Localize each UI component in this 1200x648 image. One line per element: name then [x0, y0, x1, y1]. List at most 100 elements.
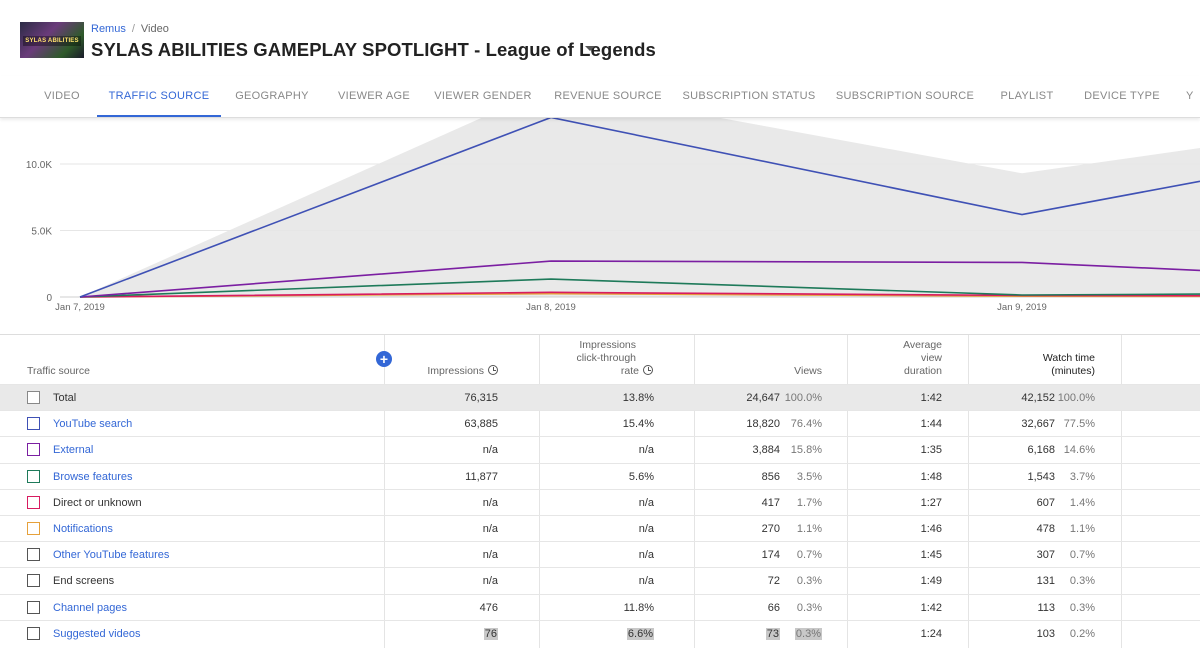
ctr-value: 6.6%	[626, 627, 654, 640]
row-checkbox[interactable]	[27, 417, 40, 431]
header-ctr-line2[interactable]: click-through	[576, 352, 636, 364]
table-row[interactable]: Other YouTube features n/a n/a 174 0.7% 1:45 3…	[0, 541, 1200, 567]
clock-icon	[643, 365, 653, 375]
header-impressions[interactable]: Impressions	[400, 365, 498, 378]
column-divider	[847, 335, 848, 648]
views-value: 417	[761, 496, 780, 509]
watch-time-value: 607	[1036, 496, 1055, 509]
header-avd-line3[interactable]: duration	[904, 365, 942, 377]
x-tick-label: Jan 9, 2019	[997, 302, 1047, 313]
clock-icon	[488, 365, 498, 375]
row-checkbox[interactable]	[27, 574, 40, 588]
row-checkbox[interactable]	[27, 443, 40, 457]
page-title: SYLAS ABILITIES GAMEPLAY SPOTLIGHT - Lea…	[91, 39, 656, 60]
watch-time-percent: 1.1%	[1069, 523, 1095, 535]
traffic-source-name[interactable]: Channel pages	[53, 601, 128, 614]
impressions-value: n/a	[482, 444, 498, 457]
traffic-source-name[interactable]: Other YouTube features	[53, 549, 170, 562]
breadcrumb-channel-link[interactable]: Remus	[91, 23, 126, 35]
table-header: Traffic source + Impressions Impressions…	[0, 335, 1200, 384]
watch-time-value: 1,543	[1027, 470, 1055, 483]
traffic-source-name[interactable]: Notifications	[53, 523, 113, 535]
impressions-value: 76	[483, 627, 498, 640]
views-percent: 0.7%	[796, 549, 822, 562]
impressions-value: n/a	[482, 575, 498, 588]
avg-view-duration-value: 1:44	[920, 418, 942, 431]
tab-viewer-gender[interactable]: VIEWER GENDER	[434, 90, 532, 102]
x-tick-label: Jan 8, 2019	[526, 302, 576, 313]
tab-viewer-age[interactable]: VIEWER AGE	[337, 90, 411, 102]
views-value: 72	[767, 575, 780, 588]
impressions-value: 63,885	[464, 418, 498, 431]
views-value: 66	[767, 601, 780, 614]
tab-traffic-source[interactable]: TRAFFIC SOURCE	[97, 76, 221, 117]
row-checkbox[interactable]	[27, 548, 40, 562]
traffic-source-name[interactable]: YouTube search	[53, 418, 133, 431]
tab-overflow[interactable]: Y	[1186, 90, 1194, 102]
tab-geography[interactable]: GEOGRAPHY	[235, 90, 309, 102]
avg-view-duration-value: 1:24	[920, 627, 942, 640]
tab-revenue-source[interactable]: REVENUE SOURCE	[554, 90, 662, 102]
header-views[interactable]: Views	[794, 365, 822, 377]
watch-time-percent: 0.3%	[1069, 575, 1095, 588]
header-ctr-line3[interactable]: rate	[550, 365, 653, 378]
table-row[interactable]: Browse features 11,877 5.6% 856 3.5% 1:48 1,54…	[0, 462, 1200, 489]
thumbnail-text: SYLAS ABILITIES	[23, 36, 81, 46]
header-traffic-source[interactable]: Traffic source	[27, 365, 91, 377]
traffic-source-name: Total	[53, 392, 77, 404]
tab-video[interactable]: VIDEO	[44, 90, 80, 102]
column-divider	[539, 335, 540, 648]
row-checkbox[interactable]	[27, 626, 40, 640]
header-avd-line1[interactable]: Average	[903, 339, 942, 351]
row-checkbox[interactable]	[27, 495, 40, 509]
row-checkbox[interactable]	[27, 600, 40, 614]
avg-view-duration-value: 1:42	[920, 601, 942, 614]
views-percent: 100.0%	[784, 392, 822, 404]
views-percent: 76.4%	[790, 418, 822, 431]
header-watch-time[interactable]: Watch time	[1042, 352, 1095, 364]
impressions-value: n/a	[482, 549, 498, 562]
table-total-row[interactable]: Total 76,315 13.8% 24,647 100.0% 1:42 42,152 10…	[0, 384, 1200, 410]
row-checkbox[interactable]	[27, 522, 40, 535]
table-row[interactable]: YouTube search 63,885 15.4% 18,820 76.4% 1:44…	[0, 410, 1200, 436]
table-row[interactable]: Notifications n/a n/a 270 1.1% 1:46 478 1.1%	[0, 515, 1200, 541]
header-ctr-label: rate	[620, 365, 639, 377]
views-percent: 15.8%	[790, 444, 822, 457]
header-ctr-line1[interactable]: Impressions	[579, 339, 636, 351]
views-value: 18,820	[746, 418, 780, 431]
title-dropdown-caret-icon[interactable]	[585, 46, 595, 51]
tab-playlist[interactable]: PLAYLIST	[1000, 90, 1054, 102]
watch-time-percent: 0.3%	[1069, 601, 1095, 614]
page-header: SYLAS ABILITIES Remus / Video SYLAS ABILIT…	[0, 0, 1200, 74]
traffic-source-table: Traffic source + Impressions Impressions…	[0, 334, 1200, 648]
views-percent: 3.5%	[796, 470, 822, 483]
header-watch-time-unit[interactable]: (minutes)	[1051, 365, 1095, 377]
tab-subscription-source[interactable]: SUBSCRIPTION SOURCE	[835, 90, 975, 102]
table-row[interactable]: External n/a n/a 3,884 15.8% 1:35 6,168 14.6%	[0, 436, 1200, 462]
table-row[interactable]: Direct or unknown n/a n/a 417 1.7% 1:27 607 1.4…	[0, 488, 1200, 515]
row-checkbox[interactable]	[27, 391, 40, 404]
ctr-value: n/a	[638, 523, 654, 535]
traffic-source-name[interactable]: External	[53, 444, 94, 457]
row-checkbox[interactable]	[27, 469, 40, 483]
traffic-source-name[interactable]: Browse features	[53, 470, 133, 483]
traffic-source-name[interactable]: Suggested videos	[53, 627, 141, 640]
video-thumbnail[interactable]: SYLAS ABILITIES	[20, 22, 84, 58]
header-avd-line2[interactable]: view	[920, 352, 942, 364]
table-row[interactable]: Channel pages 476 11.8% 66 0.3% 1:42 113 0.3%	[0, 593, 1200, 620]
breadcrumb-current: Video	[140, 23, 169, 35]
add-metric-button[interactable]: +	[376, 351, 392, 367]
ctr-value: 11.8%	[623, 601, 654, 614]
tab-device-type[interactable]: DEVICE TYPE	[1084, 90, 1160, 102]
header-impressions-label: Impressions	[427, 365, 484, 377]
traffic-source-name: Direct or unknown	[53, 496, 142, 509]
views-value: 24,647	[746, 392, 780, 404]
ctr-value: 15.4%	[622, 418, 654, 431]
tab-subscription-status[interactable]: SUBSCRIPTION STATUS	[682, 90, 816, 102]
views-percent: 1.1%	[796, 523, 822, 535]
ctr-value: n/a	[638, 496, 654, 509]
watch-time-percent: 100.0%	[1057, 392, 1095, 404]
table-row[interactable]: Suggested videos 76 6.6% 73 0.3% 1:24 103 0.2%	[0, 619, 1200, 646]
table-row[interactable]: End screens n/a n/a 72 0.3% 1:49 131 0.3%	[0, 567, 1200, 593]
